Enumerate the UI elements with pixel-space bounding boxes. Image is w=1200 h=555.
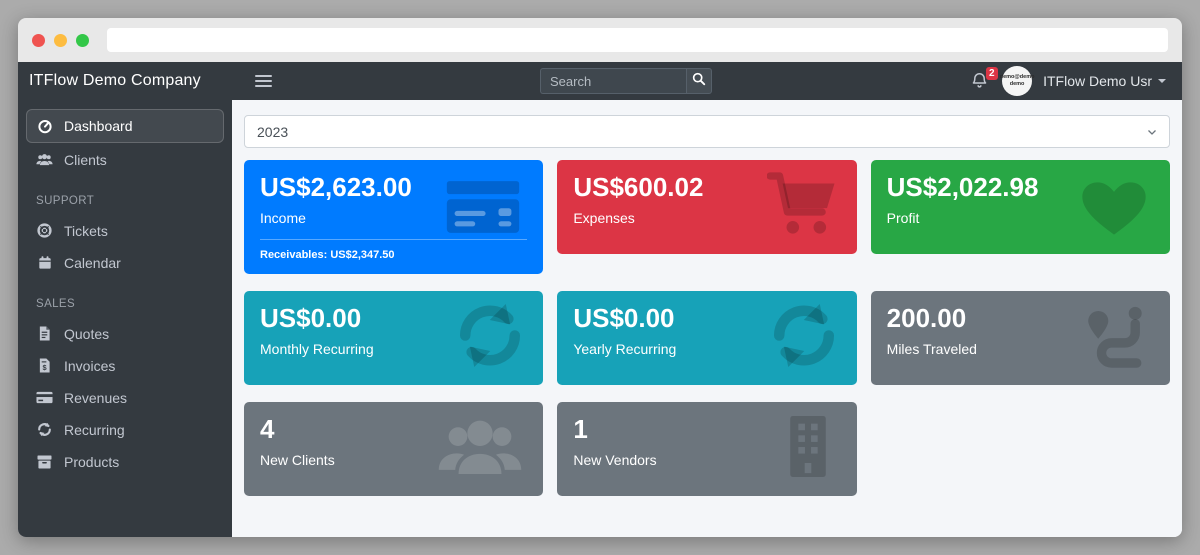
navbar-right: 2 demo@demo demo ITFlow Demo Usr [971,66,1182,96]
card-monthly-recurring: US$0.00 Monthly Recurring [244,290,544,385]
credit-card-icon [441,176,525,243]
card-label: Monthly Recurring [260,340,374,357]
card-footer: Receivables: US$2,347.50 [260,238,528,261]
browser-window: ITFlow Demo Company 2 demo [18,18,1182,537]
card-label: Yearly Recurring [573,340,677,357]
users-icon [36,152,53,168]
url-bar[interactable] [107,28,1168,52]
card-value: US$2,022.98 [886,172,1039,202]
sidebar-item-label: Invoices [64,357,116,374]
search-input[interactable] [540,68,686,94]
avatar[interactable]: demo@demo demo [999,66,1035,96]
sidebar-item-products[interactable]: Products [26,446,224,477]
calendar-icon [36,255,53,271]
sidebar-item-label: Calendar [64,254,121,271]
app-root: ITFlow Demo Company 2 demo [18,62,1182,537]
card-label: Income [260,209,306,226]
sidebar-item-label: Products [64,453,120,470]
sidebar-item-revenues[interactable]: Revenues [26,382,224,413]
card-label: Miles Traveled [886,340,977,357]
card-label: New Clients [260,451,335,468]
card-value: 200.00 [886,302,967,333]
stats-grid: US$2,623.00 Income Receivables: US$2,347… [244,160,1170,496]
card-yearly-recurring: US$0.00 Yearly Recurring [557,290,857,385]
window-controls [32,33,89,47]
sidebar-item-label: Recurring [64,421,125,438]
browser-chrome [18,18,1182,62]
chevron-down-icon [1146,125,1158,141]
company-brand[interactable]: ITFlow Demo Company [29,72,201,89]
file-lines-icon [36,326,53,342]
bell-icon [971,72,988,93]
card-label: Profit [886,209,920,226]
card-label: Expenses [573,209,635,226]
sidebar-item-dashboard[interactable]: Dashboard [26,109,224,143]
maximize-window-button[interactable] [76,33,89,47]
sync-icon [769,300,839,375]
caret-down-icon [1158,79,1166,83]
card-new-clients: 4 New Clients [244,401,544,496]
card-value: US$2,623.00 [260,172,412,202]
heart-icon [1076,170,1152,245]
life-ring-icon [36,223,53,239]
card-value: US$0.00 [260,302,362,333]
card-expenses: US$600.02 Expenses [557,160,857,254]
search-icon [692,72,706,91]
sidebar-section-sales: SALES [36,298,76,310]
card-new-vendors: 1 New Vendors [557,401,857,496]
card-label: New Vendors [573,451,657,468]
tachometer-icon [36,118,53,134]
minimize-window-button[interactable] [54,33,67,47]
sidebar-item-label: Clients [64,151,107,168]
notification-badge: 2 [985,67,999,80]
file-invoice-dollar-icon: $ [36,358,53,374]
sidebar-item-tickets[interactable]: Tickets [26,215,224,246]
users-icon [435,413,525,484]
box-icon [36,454,53,470]
avatar-text-line1: demo@demo [999,73,1035,80]
notifications-button[interactable]: 2 [971,67,999,93]
sidebar-item-quotes[interactable]: Quotes [26,318,224,349]
route-icon [1080,301,1152,374]
sync-icon [455,300,525,375]
building-icon [777,413,839,484]
sync-icon [36,422,53,438]
close-window-button[interactable] [32,33,45,47]
search-group [540,68,712,94]
sidebar-item-clients[interactable]: Clients [26,144,224,175]
sidebar-item-label: Quotes [64,325,110,342]
sidebar-item-label: Revenues [64,389,128,406]
card-profit: US$2,022.98 Profit [870,160,1170,254]
card-value: 4 [260,413,275,444]
card-value: US$0.00 [573,302,675,333]
user-menu[interactable]: ITFlow Demo Usr [1043,73,1166,89]
card-income: US$2,623.00 Income Receivables: US$2,347… [244,160,544,274]
card-value: 1 [573,413,588,444]
sidebar-item-label: Tickets [64,222,108,239]
credit-card-icon [36,390,53,406]
sidebar-item-recurring[interactable]: Recurring [26,414,224,445]
sidebar: Dashboard Clients SUPPORT Tickets Calend… [18,100,232,537]
top-navbar: ITFlow Demo Company 2 demo [18,62,1182,100]
search-button[interactable] [686,68,712,94]
year-select-value: 2023 [257,123,289,140]
card-value: US$600.02 [573,172,704,202]
sidebar-item-calendar[interactable]: Calendar [26,247,224,278]
main-content: 2023 US$2,623.00 Income Receivables: US$… [232,100,1182,537]
svg-text:$: $ [42,363,47,372]
hamburger-menu-icon[interactable] [255,74,272,88]
user-name: ITFlow Demo Usr [1043,73,1152,89]
sidebar-item-invoices[interactable]: $ Invoices [26,350,224,381]
year-select[interactable]: 2023 [244,115,1170,148]
avatar-text-line2: demo [1009,81,1025,87]
shopping-cart-icon [766,172,839,243]
sidebar-item-label: Dashboard [64,118,133,134]
sidebar-section-support: SUPPORT [36,195,95,207]
card-miles-traveled: 200.00 Miles Traveled [870,290,1170,385]
